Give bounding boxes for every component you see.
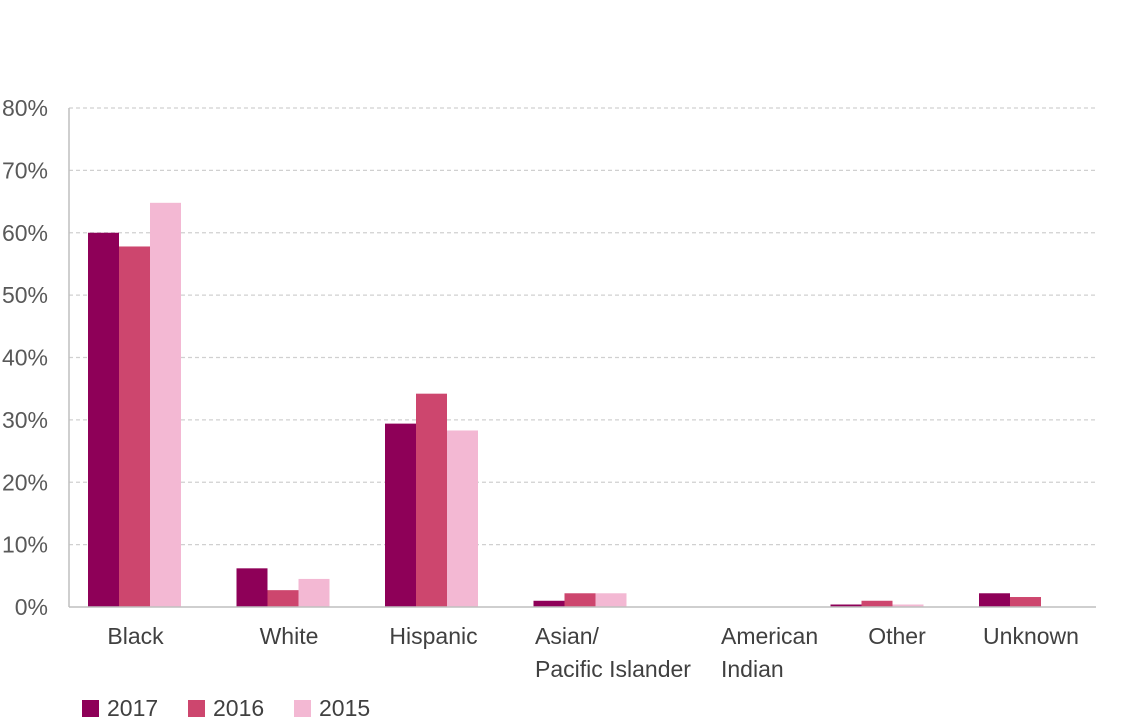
legend-swatch-2015 xyxy=(294,700,311,717)
y-tick-label-2: 20% xyxy=(2,469,48,495)
bar-2017-cat-2 xyxy=(385,423,416,607)
category-label-6: Unknown xyxy=(983,623,1079,649)
y-tick-label-5: 50% xyxy=(2,282,48,308)
bars xyxy=(88,202,1041,607)
y-tick-label-6: 60% xyxy=(2,220,48,246)
bar-2015-cat-1 xyxy=(298,578,330,607)
bar-2017-cat-5 xyxy=(830,604,862,607)
y-tick-label-4: 40% xyxy=(2,345,48,371)
x-axis-category-labels: Black White Hispanic Asian/Pacific Islander… xyxy=(107,623,1079,682)
legend-item-2015: 2015 xyxy=(294,695,370,721)
y-tick-label-8: 80% xyxy=(2,95,48,121)
category-label-0: Black xyxy=(107,623,164,649)
y-tick-label-7: 70% xyxy=(2,157,48,183)
legend-label-2017: 2017 xyxy=(107,695,158,721)
bar-2016-cat-0 xyxy=(119,246,150,607)
legend-label-2016: 2016 xyxy=(213,695,264,721)
bar-2017-cat-6 xyxy=(979,593,1010,607)
y-tick-label-3: 30% xyxy=(2,407,48,433)
bar-2015-cat-2 xyxy=(447,430,478,607)
bar-2015-cat-3 xyxy=(595,593,627,607)
category-label-3-line-0: Asian/ xyxy=(535,623,600,649)
legend-item-2016: 2016 xyxy=(188,695,264,721)
gridlines xyxy=(69,107,1096,546)
legend-swatch-2017 xyxy=(82,700,99,717)
bar-2017-cat-0 xyxy=(88,232,119,607)
category-label-2: Hispanic xyxy=(389,623,477,649)
bar-2016-cat-1 xyxy=(267,590,299,607)
legend: 2017 2016 2015 xyxy=(82,695,370,721)
category-label-4-line-1: Indian xyxy=(721,656,784,682)
legend-item-2017: 2017 xyxy=(82,695,158,721)
bar-2017-cat-3 xyxy=(533,600,565,607)
bar-2017-cat-1 xyxy=(236,568,268,607)
y-axis-tick-labels: 0% 10% 20% 30% 40% 50% 60% 70% 80% xyxy=(2,95,48,620)
bar-2015-cat-5 xyxy=(892,604,924,607)
bar-2015-cat-0 xyxy=(150,202,181,607)
bar-2016-cat-5 xyxy=(861,600,893,607)
legend-swatch-2016 xyxy=(188,700,205,717)
bar-2016-cat-2 xyxy=(416,393,447,607)
legend-label-2015: 2015 xyxy=(319,695,370,721)
category-label-3-line-1: Pacific Islander xyxy=(535,656,691,682)
category-label-5: Other xyxy=(868,623,926,649)
category-label-4-line-0: American xyxy=(721,623,818,649)
y-tick-label-0: 0% xyxy=(15,594,48,620)
bar-2016-cat-3 xyxy=(564,593,596,607)
category-label-1: White xyxy=(260,623,319,649)
axes xyxy=(68,108,1096,608)
bar-2016-cat-6 xyxy=(1010,597,1041,607)
y-tick-label-1: 10% xyxy=(2,532,48,558)
